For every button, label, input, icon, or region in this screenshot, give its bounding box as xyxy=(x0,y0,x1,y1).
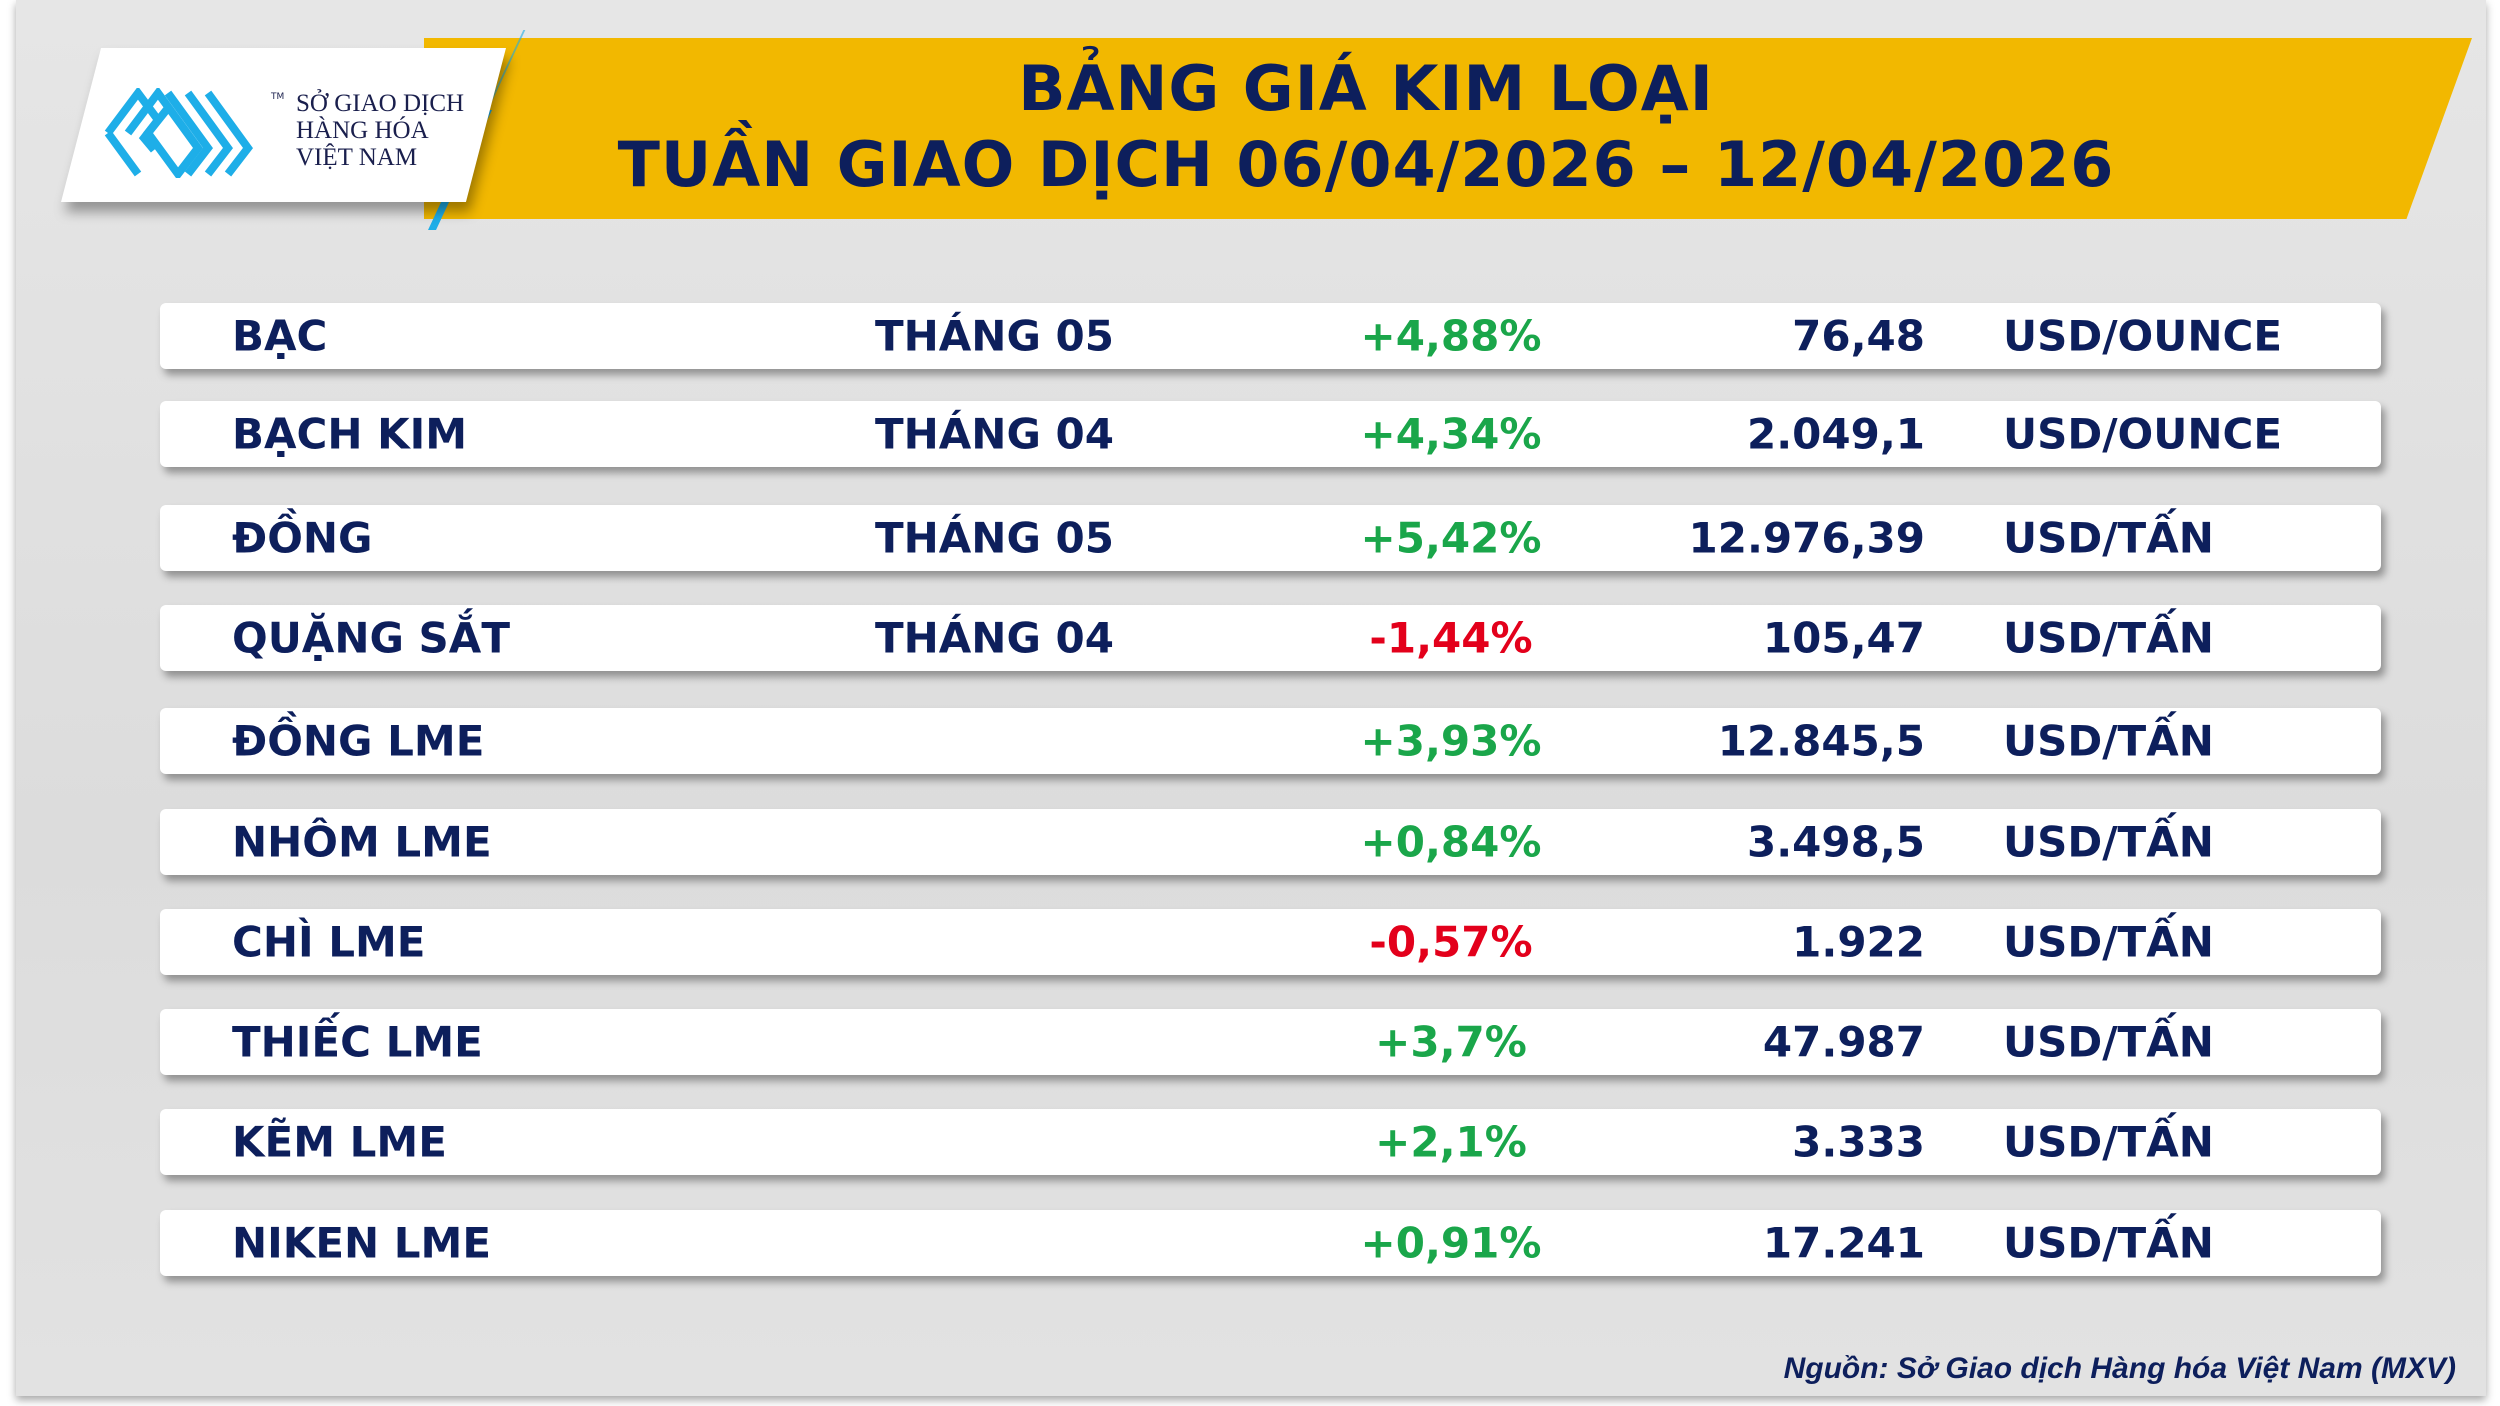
change-percent: +5,42% xyxy=(1360,513,1542,563)
source-note: Nguồn: Sở Giao dịch Hàng hóa Việt Nam (M… xyxy=(1783,1352,2456,1385)
logo-line-1: SỞ GIAO DỊCH xyxy=(296,90,465,117)
table-row: BẠC THÁNG 05 +4,88% 76,48 USD/OUNCE xyxy=(160,303,2381,369)
price-unit: USD/OUNCE xyxy=(2003,409,2283,459)
price-value: 47.987 xyxy=(1762,1017,1925,1067)
table-row: CHÌ LME -0,57% 1.922 USD/TẤN xyxy=(160,909,2381,975)
price-value: 2.049,1 xyxy=(1746,409,1925,459)
price-unit: USD/TẤN xyxy=(2003,513,2214,563)
metal-name: THIẾC LME xyxy=(232,1017,483,1067)
table-row: KẼM LME +2,1% 3.333 USD/TẤN xyxy=(160,1109,2381,1175)
metal-name: NHÔM LME xyxy=(232,817,492,867)
price-unit: USD/TẤN xyxy=(2003,917,2214,967)
contract-month: THÁNG 05 xyxy=(875,311,1114,361)
price-unit: USD/TẤN xyxy=(2003,1117,2214,1167)
change-percent: +0,91% xyxy=(1360,1218,1542,1268)
metal-name: BẠCH KIM xyxy=(232,409,468,459)
price-unit: USD/TẤN xyxy=(2003,613,2214,663)
change-percent: +3,7% xyxy=(1375,1017,1527,1067)
metal-name: CHÌ LME xyxy=(232,917,426,967)
mxv-logo-icon xyxy=(104,88,253,178)
metal-name: NIKEN LME xyxy=(232,1218,492,1268)
price-value: 12.845,5 xyxy=(1717,716,1925,766)
price-value: 3.333 xyxy=(1792,1117,1925,1167)
price-unit: USD/TẤN xyxy=(2003,1017,2214,1067)
price-board: BẢNG GIÁ KIM LOẠI TUẦN GIAO DỊCH 06/04/2… xyxy=(16,0,2486,1396)
price-value: 76,48 xyxy=(1792,311,1925,361)
change-percent: +4,88% xyxy=(1360,311,1542,361)
table-row: QUẶNG SẮT THÁNG 04 -1,44% 105,47 USD/TẤN xyxy=(160,605,2381,671)
price-unit: USD/TẤN xyxy=(2003,1218,2214,1268)
price-unit: USD/TẤN xyxy=(2003,817,2214,867)
metal-name: ĐỒNG LME xyxy=(232,716,485,766)
logo-line-3: VIỆT NAM xyxy=(296,144,418,171)
table-row: ĐỒNG THÁNG 05 +5,42% 12.976,39 USD/TẤN xyxy=(160,505,2381,571)
contract-month: THÁNG 04 xyxy=(875,409,1114,459)
logo-tm: TM xyxy=(271,92,285,102)
price-value: 3.498,5 xyxy=(1746,817,1925,867)
change-percent: -1,44% xyxy=(1369,613,1533,663)
table-row: NIKEN LME +0,91% 17.241 USD/TẤN xyxy=(160,1210,2381,1276)
logo-line-2: HÀNG HÓA xyxy=(296,117,429,144)
table-row: NHÔM LME +0,84% 3.498,5 USD/TẤN xyxy=(160,809,2381,875)
change-percent: +4,34% xyxy=(1360,409,1542,459)
change-percent: +3,93% xyxy=(1360,716,1542,766)
price-unit: USD/TẤN xyxy=(2003,716,2214,766)
contract-month: THÁNG 04 xyxy=(875,613,1114,663)
logo: TM SỞ GIAO DỊCH HÀNG HÓA VIỆT NAM xyxy=(16,0,536,240)
table-row: BẠCH KIM THÁNG 04 +4,34% 2.049,1 USD/OUNCE xyxy=(160,401,2381,467)
page-title: BẢNG GIÁ KIM LOẠI xyxy=(1018,52,1714,125)
price-unit: USD/OUNCE xyxy=(2003,311,2283,361)
table-row: ĐỒNG LME +3,93% 12.845,5 USD/TẤN xyxy=(160,708,2381,774)
table-row: THIẾC LME +3,7% 47.987 USD/TẤN xyxy=(160,1009,2381,1075)
page-subtitle: TUẦN GIAO DỊCH 06/04/2026 – 12/04/2026 xyxy=(617,128,2115,201)
metal-name: ĐỒNG xyxy=(232,513,373,563)
change-percent: -0,57% xyxy=(1369,917,1533,967)
price-value: 105,47 xyxy=(1762,613,1925,663)
metal-name: BẠC xyxy=(232,311,328,361)
price-value: 12.976,39 xyxy=(1688,513,1925,563)
metal-name: KẼM LME xyxy=(232,1117,447,1167)
price-value: 1.922 xyxy=(1792,917,1925,967)
contract-month: THÁNG 05 xyxy=(875,513,1114,563)
change-percent: +2,1% xyxy=(1375,1117,1527,1167)
price-value: 17.241 xyxy=(1762,1218,1925,1268)
change-percent: +0,84% xyxy=(1360,817,1542,867)
title-banner xyxy=(424,38,2472,219)
metal-name: QUẶNG SẮT xyxy=(232,613,510,663)
